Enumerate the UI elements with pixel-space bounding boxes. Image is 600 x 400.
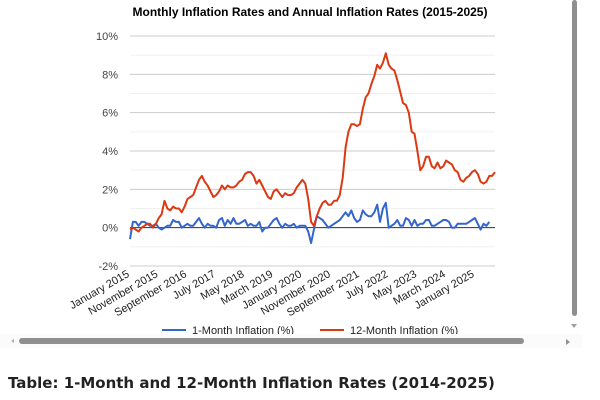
scroll-right-arrow-icon[interactable] (566, 339, 570, 345)
gridlines (130, 35, 495, 267)
scroll-down-arrow-icon[interactable] (571, 324, 577, 328)
vertical-scroll-thumb[interactable] (572, 0, 577, 316)
chart-container: Monthly Inflation Rates and Annual Infla… (67, 5, 496, 337)
y-tick-label: 2% (102, 184, 118, 196)
series-lines (129, 52, 496, 244)
y-tick-label: 8% (102, 69, 118, 81)
y-tick-label: 10% (96, 31, 118, 43)
series-line-1-month (129, 201, 491, 244)
chart-title: Monthly Inflation Rates and Annual Infla… (133, 5, 488, 19)
series-line-12-month (129, 52, 496, 233)
y-tick-label: 6% (102, 108, 118, 120)
scroll-left-arrow-icon[interactable] (11, 339, 14, 343)
table-heading: Table: 1-Month and 12-Month Inflation Ra… (8, 374, 495, 392)
y-tick-label: -2% (98, 261, 118, 273)
horizontal-scroll-thumb[interactable] (19, 338, 524, 344)
y-tick-label: 4% (102, 146, 118, 158)
y-tick-label: 0% (102, 223, 118, 235)
y-axis-ticks: -2% 0% 2% 4% 6% 8% 10% (96, 31, 118, 273)
line-chart: Monthly Inflation Rates and Annual Infla… (67, 5, 496, 337)
